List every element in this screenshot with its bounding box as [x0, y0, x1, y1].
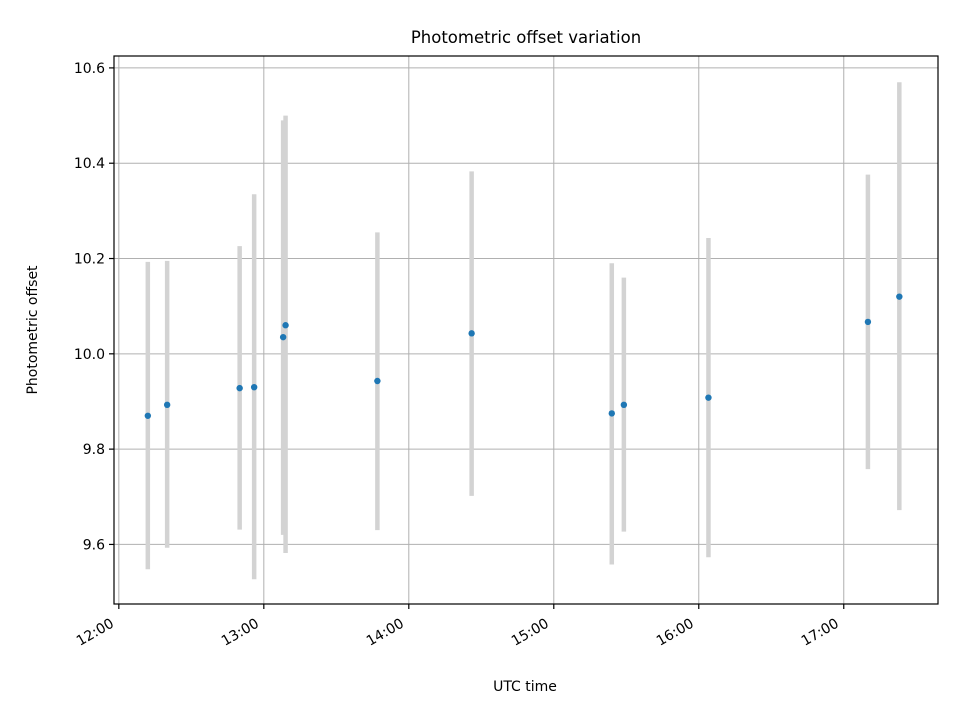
x-tick-label: 13:00: [219, 616, 262, 650]
x-tick-label: 12:00: [74, 616, 117, 650]
y-tick-label: 9.6: [83, 537, 105, 553]
x-tick-label: 17:00: [799, 616, 842, 650]
y-axis-ticks: 9.6 9.8 10.0 10.2 10.4 10.6: [74, 61, 114, 553]
y-axis-label: Photometric offset: [25, 265, 41, 395]
data-point: [896, 293, 903, 300]
plot-frame: [113, 55, 939, 605]
data-points: [144, 293, 903, 419]
data-point: [163, 401, 171, 409]
data-point: [705, 394, 712, 401]
chart-title: Photometric offset variation: [411, 28, 641, 47]
x-axis-label: UTC time: [493, 679, 557, 695]
x-tick-label: 15:00: [509, 616, 552, 650]
data-point: [620, 401, 628, 409]
grid: [114, 56, 938, 604]
y-tick-label: 10.0: [74, 347, 105, 363]
data-point: [279, 333, 287, 341]
x-axis-ticks: 12:00 13:00 14:00 15:00 16:00 17:00: [74, 604, 845, 650]
data-point: [864, 318, 872, 326]
data-point: [374, 377, 381, 385]
y-tick-label: 10.6: [74, 61, 105, 77]
data-point: [282, 322, 289, 329]
y-tick-label: 10.4: [74, 156, 105, 172]
data-point: [144, 412, 152, 419]
x-tick-label: 14:00: [364, 616, 407, 650]
y-tick-label: 10.2: [74, 252, 105, 268]
data-point: [468, 330, 475, 337]
data-point: [608, 410, 615, 417]
x-tick-label: 16:00: [654, 616, 697, 650]
data-point: [250, 383, 258, 391]
data-point: [236, 384, 243, 392]
error-bars: [145, 82, 902, 580]
y-tick-label: 9.8: [83, 442, 105, 458]
